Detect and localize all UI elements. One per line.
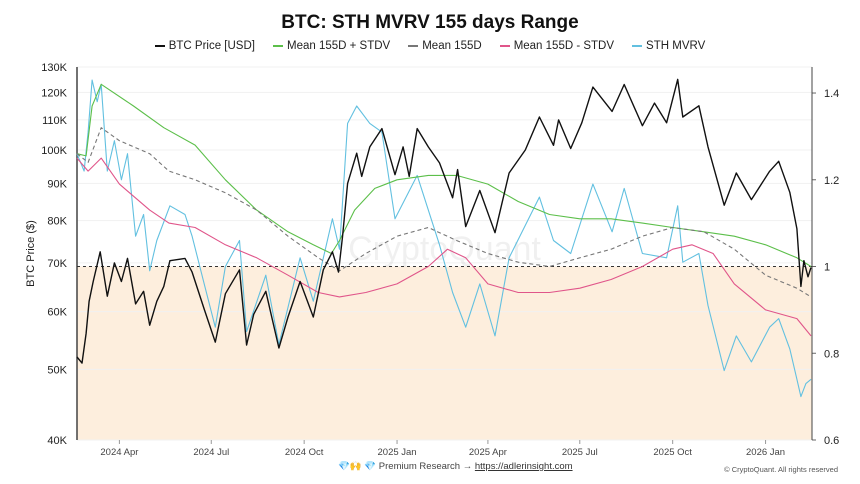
y-axis-label: BTC Price ($) <box>25 220 37 287</box>
legend-item[interactable]: Mean 155D + STDV <box>272 40 391 52</box>
y-left-tick-label: 60K <box>47 307 67 319</box>
chart-title: BTC: STH MVRV 155 days Range <box>281 12 579 33</box>
y-right-tick-label: 1.2 <box>824 175 839 187</box>
copyright: © CryptoQuant. All rights reserved <box>724 465 838 474</box>
y-left-tick-label: 70K <box>47 258 67 270</box>
series-line-mean-155d <box>76 127 812 298</box>
y-left-tick-label: 130K <box>41 62 67 74</box>
y-left-tick-label: 90K <box>47 178 67 190</box>
footer-link[interactable]: https://adlerinsight.com <box>474 461 573 472</box>
below-one-zone <box>77 266 812 440</box>
y-right-tick-label: 0.6 <box>824 435 839 447</box>
y-left-tick-label: 50K <box>47 364 67 376</box>
legend-label: STH MVRV <box>646 40 706 52</box>
legend-item[interactable]: Mean 155D <box>408 40 482 52</box>
legend-label: Mean 155D - STDV <box>513 40 615 52</box>
legend-label: Mean 155D + STDV <box>286 40 391 52</box>
x-tick-label: 2024 Apr <box>100 447 138 458</box>
series-line-sth-mvrv <box>76 79 812 398</box>
y-left-tick-label: 40K <box>47 435 67 447</box>
y-left-tick-label: 110K <box>42 115 68 127</box>
y-left-tick-label: 80K <box>47 216 67 228</box>
legend-item[interactable]: BTC Price [USD] <box>154 40 255 52</box>
footer-text: Premium Research → <box>378 461 473 472</box>
x-tick-label: 2024 Jul <box>193 447 229 458</box>
y-right-tick-label: 0.8 <box>824 348 839 360</box>
watermark: CryptoQuant <box>348 230 541 268</box>
legend: BTC Price [USD] Mean 155D + STDV Mean 15… <box>0 40 860 52</box>
y-left-tick-label: 100K <box>41 145 67 157</box>
legend-label: BTC Price [USD] <box>168 40 255 52</box>
legend-label: Mean 155D <box>422 40 482 52</box>
x-tick-label: 2025 Jul <box>562 447 598 458</box>
legend-item[interactable]: STH MVRV <box>632 40 705 52</box>
x-tick-label: 2024 Oct <box>285 447 324 458</box>
x-tick-label: 2026 Jan <box>746 447 785 458</box>
y-right-tick-label: 1.4 <box>824 88 839 100</box>
series-line-mean-155d-stdv <box>76 157 812 337</box>
series-line-btc-price-usd- <box>76 78 812 364</box>
footer: 💎🙌 💎 Premium Research → https://adlerins… <box>338 461 573 472</box>
y-left-tick-label: 120K <box>41 87 67 99</box>
x-tick-label: 2025 Oct <box>653 447 692 458</box>
y-right-tick-label: 1 <box>824 262 830 274</box>
x-tick-label: 2025 Jan <box>378 447 417 458</box>
x-tick-label: 2025 Apr <box>469 447 507 458</box>
legend-item[interactable]: Mean 155D - STDV <box>499 40 615 52</box>
diamond-hands-emoji: 💎🙌 💎 <box>338 461 377 472</box>
